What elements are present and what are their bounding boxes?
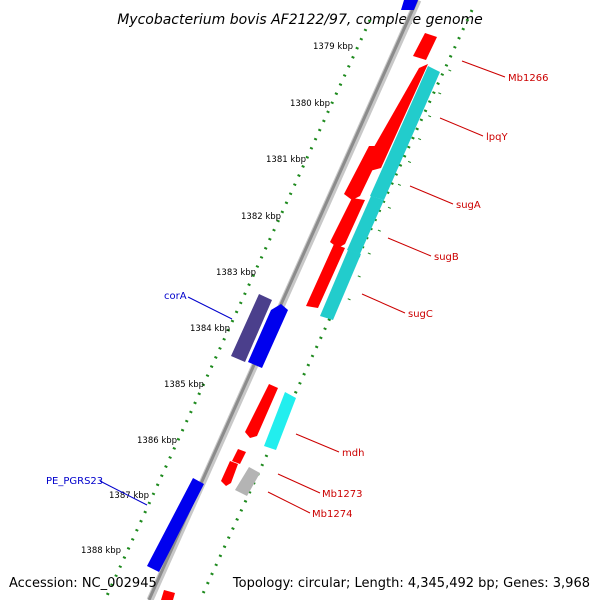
cyan-features: [264, 66, 440, 450]
gene-feature: [232, 449, 246, 464]
leader-line: [387, 237, 432, 257]
gene-label-sugc: sugC: [408, 309, 433, 320]
tick-label: 1384 kbp: [190, 324, 230, 334]
tick-label: 1382 kbp: [241, 212, 281, 222]
tick-label: 1386 kbp: [137, 436, 177, 446]
gene-label-mdh: mdh: [342, 448, 364, 459]
leader-line: [409, 185, 454, 205]
accession-text: Accession: NC_002945: [9, 576, 157, 591]
genome-summary-text: Topology: circular; Length: 4,345,492 bp…: [232, 576, 590, 591]
gene-label-sugb: sugB: [434, 252, 459, 263]
gene-label-lpqy: lpqY: [486, 132, 508, 143]
gene-feature: [235, 467, 260, 496]
leader-line: [361, 293, 406, 314]
gene-feature: [161, 590, 175, 600]
gene-feature: [231, 294, 272, 362]
leader-line: [461, 60, 506, 78]
gene-feature: [330, 198, 365, 248]
gene-feature: [347, 196, 384, 254]
gene-feature: [221, 461, 238, 486]
gene-feature: [320, 250, 361, 320]
leader-line: [295, 433, 340, 453]
tick-label: 1383 kbp: [216, 268, 256, 278]
leader-line: [277, 473, 321, 494]
gene-feature: [264, 392, 296, 450]
leader-line: [99, 480, 148, 506]
leader-line: [187, 296, 233, 320]
red-features: [161, 0, 437, 600]
leader-line: [439, 117, 484, 137]
leader-line: [267, 491, 311, 514]
tick-label: 1381 kbp: [266, 155, 306, 165]
label-leaders: [99, 60, 506, 514]
gene-feature: [344, 146, 384, 200]
dotted-ring-inner: [198, 9, 474, 600]
gene-label-suga: sugA: [456, 200, 481, 211]
gene-label-pe-pgrs23: PE_PGRS23: [46, 476, 103, 487]
other-features: [147, 294, 288, 572]
gene-feature: [245, 384, 278, 438]
gene-label-mb1266: Mb1266: [508, 73, 548, 84]
tick-label: 1379 kbp: [313, 42, 353, 52]
gene-feature: [248, 304, 288, 368]
gene-feature: [147, 478, 204, 572]
gene-feature: [362, 64, 428, 172]
map-title: Mycobacterium bovis AF2122/97, complete …: [117, 12, 483, 28]
gene-labels: Mb1266 lpqY sugA sugB sugC mdh Mb1273 Mb…: [46, 73, 548, 520]
gene-label-mb1273: Mb1273: [322, 489, 362, 500]
gene-label-cora: corA: [164, 291, 187, 302]
gene-feature: [306, 244, 345, 308]
gene-feature: [413, 33, 437, 60]
dotted-ring-outer: [103, 19, 372, 600]
tick-label: 1380 kbp: [290, 99, 330, 109]
gene-label-mb1274: Mb1274: [312, 509, 352, 520]
gene-feature: [401, 0, 418, 10]
genome-track: [103, 0, 474, 600]
tick-label: 1385 kbp: [164, 380, 204, 390]
gene-feature: [370, 66, 440, 200]
tick-label: 1388 kbp: [81, 546, 121, 556]
